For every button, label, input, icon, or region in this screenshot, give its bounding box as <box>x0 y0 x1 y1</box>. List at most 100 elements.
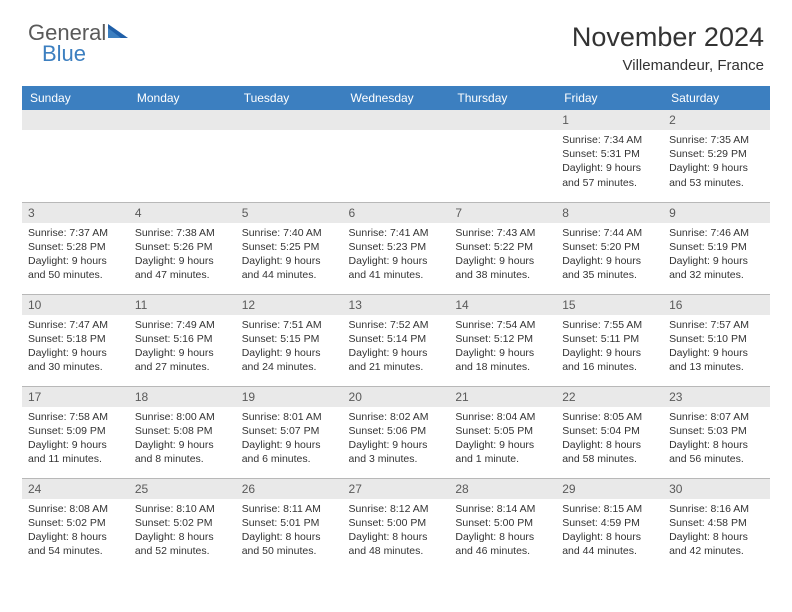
day-detail: Sunrise: 7:44 AMSunset: 5:20 PMDaylight:… <box>556 223 663 287</box>
calendar-table: SundayMondayTuesdayWednesdayThursdayFrid… <box>22 86 770 570</box>
day-detail: Sunrise: 7:34 AMSunset: 5:31 PMDaylight:… <box>556 130 663 194</box>
day-number: 19 <box>236 387 343 407</box>
calendar-week-row: 17Sunrise: 7:58 AMSunset: 5:09 PMDayligh… <box>22 386 770 478</box>
day-number: 23 <box>663 387 770 407</box>
calendar-cell: 4Sunrise: 7:38 AMSunset: 5:26 PMDaylight… <box>129 202 236 294</box>
weekday-header: Saturday <box>663 86 770 110</box>
daynum-empty <box>236 110 343 130</box>
day-detail: Sunrise: 8:16 AMSunset: 4:58 PMDaylight:… <box>663 499 770 563</box>
day-detail: Sunrise: 8:07 AMSunset: 5:03 PMDaylight:… <box>663 407 770 471</box>
day-number: 3 <box>22 203 129 223</box>
calendar-cell: 15Sunrise: 7:55 AMSunset: 5:11 PMDayligh… <box>556 294 663 386</box>
day-detail: Sunrise: 7:58 AMSunset: 5:09 PMDaylight:… <box>22 407 129 471</box>
logo: General Blue <box>28 22 128 65</box>
day-number: 21 <box>449 387 556 407</box>
day-detail: Sunrise: 7:43 AMSunset: 5:22 PMDaylight:… <box>449 223 556 287</box>
calendar-cell: 3Sunrise: 7:37 AMSunset: 5:28 PMDaylight… <box>22 202 129 294</box>
daynum-empty <box>449 110 556 130</box>
day-detail: Sunrise: 7:47 AMSunset: 5:18 PMDaylight:… <box>22 315 129 379</box>
calendar-cell: 14Sunrise: 7:54 AMSunset: 5:12 PMDayligh… <box>449 294 556 386</box>
day-number: 15 <box>556 295 663 315</box>
calendar-cell <box>449 110 556 202</box>
day-detail: Sunrise: 8:15 AMSunset: 4:59 PMDaylight:… <box>556 499 663 563</box>
day-number: 6 <box>343 203 450 223</box>
calendar-cell: 10Sunrise: 7:47 AMSunset: 5:18 PMDayligh… <box>22 294 129 386</box>
day-number: 27 <box>343 479 450 499</box>
day-detail: Sunrise: 7:38 AMSunset: 5:26 PMDaylight:… <box>129 223 236 287</box>
calendar-cell: 13Sunrise: 7:52 AMSunset: 5:14 PMDayligh… <box>343 294 450 386</box>
calendar-body: 1Sunrise: 7:34 AMSunset: 5:31 PMDaylight… <box>22 110 770 570</box>
day-number: 5 <box>236 203 343 223</box>
calendar-week-row: 24Sunrise: 8:08 AMSunset: 5:02 PMDayligh… <box>22 478 770 570</box>
calendar-cell: 28Sunrise: 8:14 AMSunset: 5:00 PMDayligh… <box>449 478 556 570</box>
calendar-cell: 27Sunrise: 8:12 AMSunset: 5:00 PMDayligh… <box>343 478 450 570</box>
day-detail: Sunrise: 7:51 AMSunset: 5:15 PMDaylight:… <box>236 315 343 379</box>
calendar-cell: 19Sunrise: 8:01 AMSunset: 5:07 PMDayligh… <box>236 386 343 478</box>
calendar-cell: 1Sunrise: 7:34 AMSunset: 5:31 PMDaylight… <box>556 110 663 202</box>
calendar-cell: 20Sunrise: 8:02 AMSunset: 5:06 PMDayligh… <box>343 386 450 478</box>
day-number: 10 <box>22 295 129 315</box>
day-detail: Sunrise: 7:52 AMSunset: 5:14 PMDaylight:… <box>343 315 450 379</box>
day-number: 17 <box>22 387 129 407</box>
calendar-cell: 17Sunrise: 7:58 AMSunset: 5:09 PMDayligh… <box>22 386 129 478</box>
day-number: 22 <box>556 387 663 407</box>
day-detail: Sunrise: 8:01 AMSunset: 5:07 PMDaylight:… <box>236 407 343 471</box>
day-detail: Sunrise: 8:04 AMSunset: 5:05 PMDaylight:… <box>449 407 556 471</box>
calendar-cell: 26Sunrise: 8:11 AMSunset: 5:01 PMDayligh… <box>236 478 343 570</box>
day-number: 26 <box>236 479 343 499</box>
month-title: November 2024 <box>572 22 764 53</box>
calendar-cell: 9Sunrise: 7:46 AMSunset: 5:19 PMDaylight… <box>663 202 770 294</box>
day-detail: Sunrise: 8:10 AMSunset: 5:02 PMDaylight:… <box>129 499 236 563</box>
calendar-cell: 16Sunrise: 7:57 AMSunset: 5:10 PMDayligh… <box>663 294 770 386</box>
day-number: 20 <box>343 387 450 407</box>
calendar-cell: 25Sunrise: 8:10 AMSunset: 5:02 PMDayligh… <box>129 478 236 570</box>
title-block: November 2024 Villemandeur, France <box>572 22 764 74</box>
day-detail: Sunrise: 7:57 AMSunset: 5:10 PMDaylight:… <box>663 315 770 379</box>
day-detail: Sunrise: 8:14 AMSunset: 5:00 PMDaylight:… <box>449 499 556 563</box>
day-number: 4 <box>129 203 236 223</box>
day-number: 7 <box>449 203 556 223</box>
calendar-cell: 23Sunrise: 8:07 AMSunset: 5:03 PMDayligh… <box>663 386 770 478</box>
calendar-cell: 21Sunrise: 8:04 AMSunset: 5:05 PMDayligh… <box>449 386 556 478</box>
day-detail: Sunrise: 8:02 AMSunset: 5:06 PMDaylight:… <box>343 407 450 471</box>
day-detail: Sunrise: 8:12 AMSunset: 5:00 PMDaylight:… <box>343 499 450 563</box>
calendar-cell: 8Sunrise: 7:44 AMSunset: 5:20 PMDaylight… <box>556 202 663 294</box>
day-detail: Sunrise: 7:46 AMSunset: 5:19 PMDaylight:… <box>663 223 770 287</box>
calendar: SundayMondayTuesdayWednesdayThursdayFrid… <box>0 80 792 570</box>
day-number: 30 <box>663 479 770 499</box>
weekday-header: Wednesday <box>343 86 450 110</box>
weekday-header: Tuesday <box>236 86 343 110</box>
calendar-cell: 24Sunrise: 8:08 AMSunset: 5:02 PMDayligh… <box>22 478 129 570</box>
day-number: 1 <box>556 110 663 130</box>
calendar-cell: 18Sunrise: 8:00 AMSunset: 5:08 PMDayligh… <box>129 386 236 478</box>
logo-word2: Blue <box>42 43 128 65</box>
day-number: 14 <box>449 295 556 315</box>
calendar-cell: 2Sunrise: 7:35 AMSunset: 5:29 PMDaylight… <box>663 110 770 202</box>
day-number: 2 <box>663 110 770 130</box>
daynum-empty <box>343 110 450 130</box>
day-detail: Sunrise: 8:08 AMSunset: 5:02 PMDaylight:… <box>22 499 129 563</box>
day-number: 8 <box>556 203 663 223</box>
calendar-cell: 29Sunrise: 8:15 AMSunset: 4:59 PMDayligh… <box>556 478 663 570</box>
day-detail: Sunrise: 7:54 AMSunset: 5:12 PMDaylight:… <box>449 315 556 379</box>
weekday-header: Monday <box>129 86 236 110</box>
day-detail: Sunrise: 7:49 AMSunset: 5:16 PMDaylight:… <box>129 315 236 379</box>
calendar-cell: 7Sunrise: 7:43 AMSunset: 5:22 PMDaylight… <box>449 202 556 294</box>
day-number: 12 <box>236 295 343 315</box>
day-number: 28 <box>449 479 556 499</box>
day-detail: Sunrise: 8:05 AMSunset: 5:04 PMDaylight:… <box>556 407 663 471</box>
logo-triangle-icon <box>108 22 128 45</box>
day-number: 11 <box>129 295 236 315</box>
day-detail: Sunrise: 7:40 AMSunset: 5:25 PMDaylight:… <box>236 223 343 287</box>
day-detail: Sunrise: 7:41 AMSunset: 5:23 PMDaylight:… <box>343 223 450 287</box>
day-detail: Sunrise: 7:35 AMSunset: 5:29 PMDaylight:… <box>663 130 770 194</box>
day-number: 25 <box>129 479 236 499</box>
day-number: 9 <box>663 203 770 223</box>
weekday-header: Friday <box>556 86 663 110</box>
calendar-cell: 5Sunrise: 7:40 AMSunset: 5:25 PMDaylight… <box>236 202 343 294</box>
calendar-cell: 30Sunrise: 8:16 AMSunset: 4:58 PMDayligh… <box>663 478 770 570</box>
daynum-empty <box>22 110 129 130</box>
calendar-cell: 12Sunrise: 7:51 AMSunset: 5:15 PMDayligh… <box>236 294 343 386</box>
calendar-cell: 22Sunrise: 8:05 AMSunset: 5:04 PMDayligh… <box>556 386 663 478</box>
daynum-empty <box>129 110 236 130</box>
